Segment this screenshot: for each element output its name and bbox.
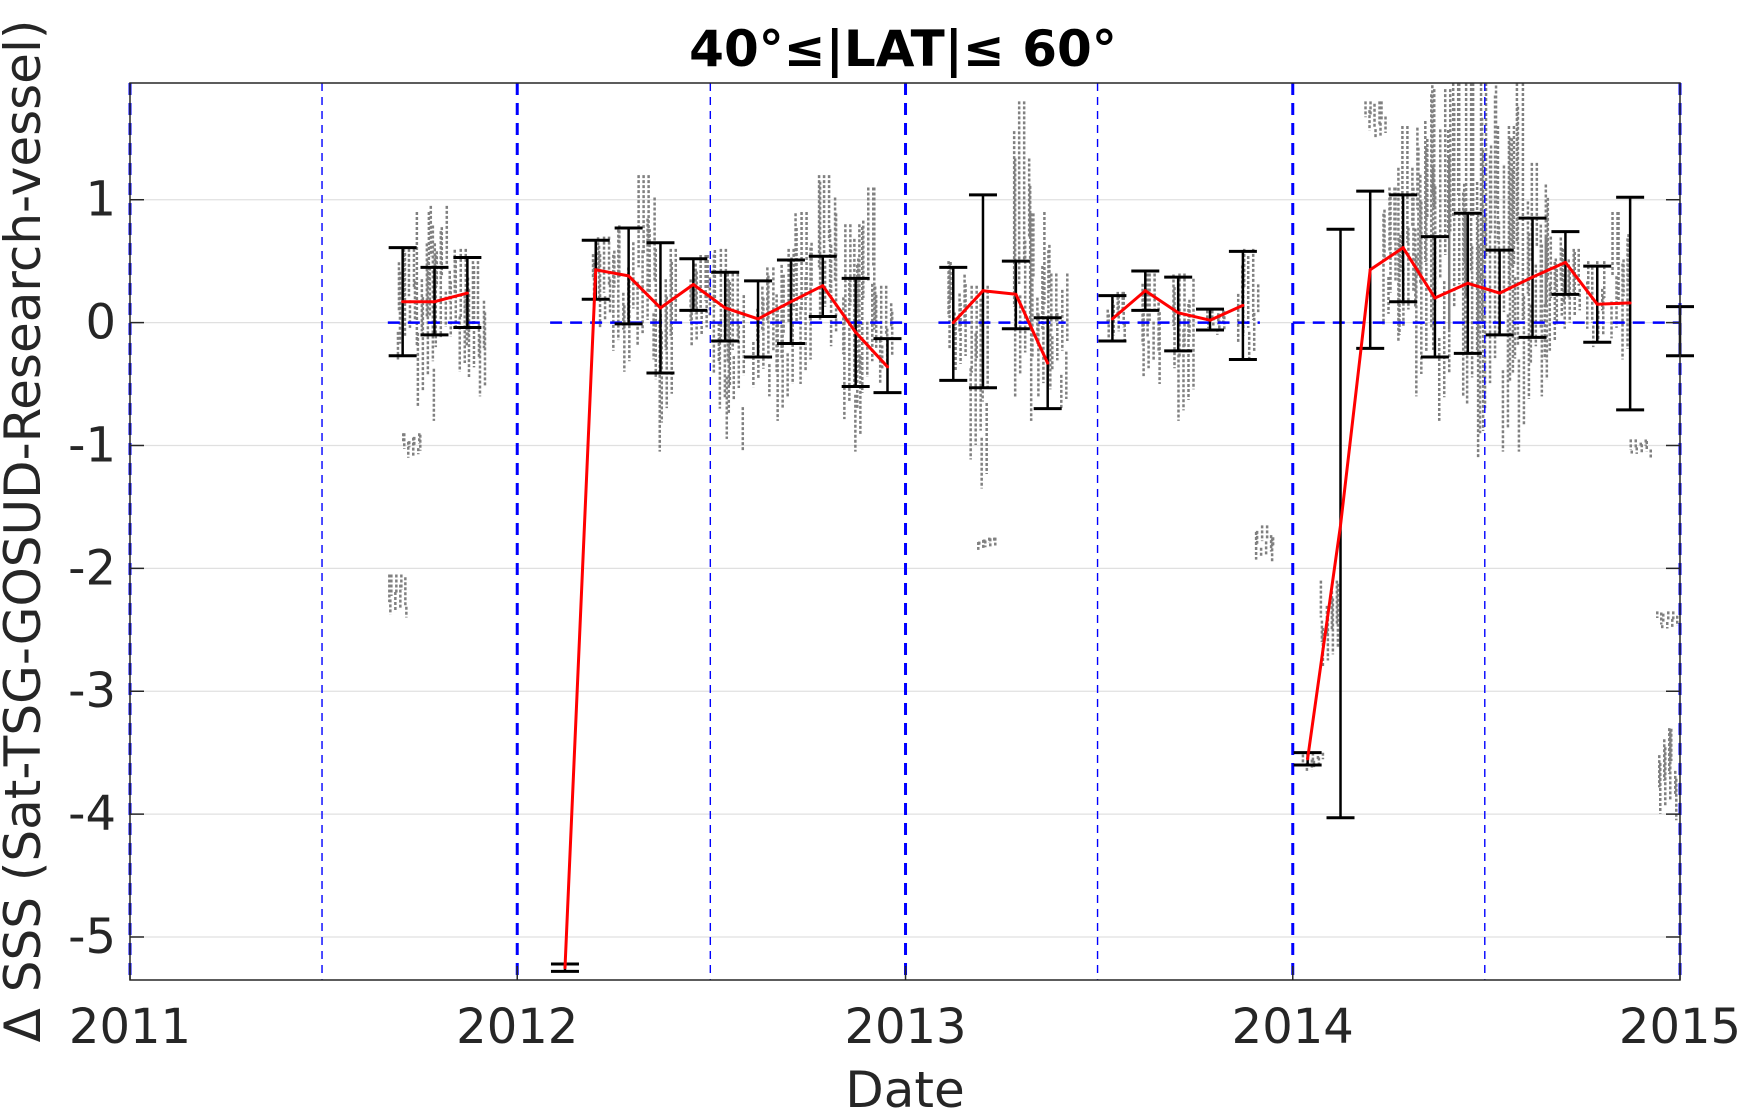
mean-data-point [789, 300, 793, 304]
x-tick-label: 2011 [69, 999, 191, 1055]
mean-line-series [952, 289, 1050, 364]
mean-data-point [1433, 296, 1437, 300]
x-axis-title: Date [845, 1061, 965, 1112]
mean-data-point [1466, 281, 1470, 285]
mean-data-point [854, 330, 858, 334]
mean-data-point [401, 300, 405, 304]
mean-data-point [885, 365, 889, 369]
mean-data-point [1110, 317, 1114, 321]
chart-title: 40°≤|LAT|≤ 60° [689, 20, 1117, 78]
mean-data-point [1628, 301, 1632, 305]
mean-data-point [627, 274, 631, 278]
mean-data-point [1306, 757, 1310, 761]
x-tick-label: 2013 [844, 999, 966, 1055]
mean-data-point [1498, 291, 1502, 295]
y-tick-label: -2 [68, 540, 116, 596]
mean-data-point [563, 966, 567, 970]
mean-data-point [756, 317, 760, 321]
mean-data-point [1208, 318, 1212, 322]
x-tick-label: 2015 [1619, 999, 1741, 1055]
mean-data-point [1595, 302, 1599, 306]
y-tick-label: -1 [68, 417, 116, 473]
mean-data-point [465, 291, 469, 295]
mean-data-point [432, 300, 436, 304]
axis-ticks: -5 -4 -3 -2 -1 0 1 2011 2012 2013 2014 2015 [68, 172, 1741, 1055]
mean-data-point [951, 321, 955, 325]
mean-data-point [981, 289, 985, 293]
y-tick-label: 0 [85, 295, 116, 351]
y-tick-label: -3 [68, 663, 116, 719]
mean-data-point [1241, 303, 1245, 307]
mean-data-point [658, 306, 662, 310]
mean-lines [401, 246, 1632, 970]
mean-data-point [1368, 268, 1372, 272]
mean-data-point [691, 283, 695, 287]
mean-data-point [1531, 275, 1535, 279]
mean-data-point [1401, 246, 1405, 250]
mean-data-point [1563, 260, 1567, 264]
y-tick-label: -4 [68, 786, 116, 842]
mean-data-point [594, 268, 598, 272]
mean-data-point [1339, 523, 1343, 527]
y-axis-title: Δ SSS (Sat-TSG-GOSUD-Research-vessel) [0, 20, 52, 1043]
mean-data-point [1014, 292, 1018, 296]
mean-data-point [821, 284, 825, 288]
y-tick-label: -5 [68, 909, 116, 965]
mean-data-point [1176, 311, 1180, 315]
mean-data-point [723, 306, 727, 310]
mean-data-point [1143, 289, 1147, 293]
y-tick-label: 1 [85, 172, 116, 228]
mean-data-point [1046, 361, 1050, 365]
x-tick-label: 2012 [456, 999, 578, 1055]
x-tick-label: 2014 [1232, 999, 1354, 1055]
